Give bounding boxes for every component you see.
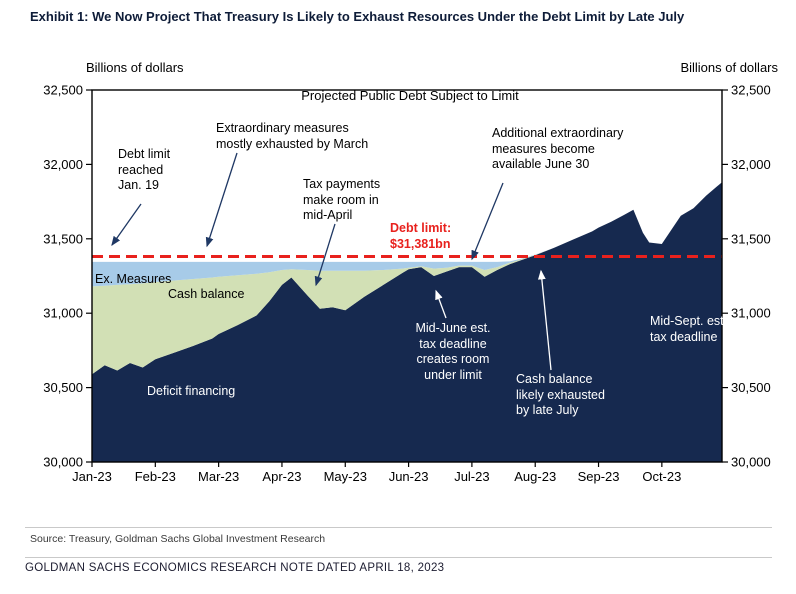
annotation-debt-limit-reached: Debt limit reached Jan. 19 [118,147,171,192]
page-title: Exhibit 1: We Now Project That Treasury … [30,9,685,24]
y-tick-label-right: 32,500 [731,83,771,98]
x-tick-label: Jul-23 [454,469,489,484]
label-deficit-financing: Deficit financing [147,384,236,398]
y-tick-label-right: 31,500 [731,231,771,246]
y-tick-label-left: 31,000 [43,306,83,321]
footer-note: GOLDMAN SACHS ECONOMICS RESEARCH NOTE DA… [25,562,445,574]
annotation-arrow [205,152,238,248]
y-tick-label-right: 30,500 [731,380,771,395]
annotation-arrow [435,289,447,319]
y-tick-label-right: 32,000 [731,157,771,172]
x-tick-label: Feb-23 [135,469,176,484]
annotation-mid-sept-deadline: Mid-Sept. est. tax deadline [650,314,728,344]
y-tick-label-left: 32,000 [43,157,83,172]
x-tick-label: Jan-23 [72,469,112,484]
annotation-debt-limit-value: Debt limit: $31,381bn [390,221,452,251]
x-tick-label: Oct-23 [642,469,681,484]
cash-balance-area [92,182,722,375]
label-ex-measures: Ex. Measures [95,272,172,286]
annotation-arrow [314,223,336,287]
y-axis-unit-right: Billions of dollars [680,60,778,75]
x-tick-label: Mar-23 [198,469,239,484]
plot-border [91,89,723,463]
debt-projection-chart: 30,000 30,000 30,500 30,500 31,000 31,000 31,5… [43,83,771,485]
y-tick-label-right: 30,000 [731,455,771,470]
annotation-arrow [471,182,504,261]
y-axis-unit-left: Billions of dollars [86,60,184,75]
annotation-arrow [537,269,552,371]
annotation-tax-payments: Tax payments make room in mid-April [303,177,381,222]
y-tick-label-right: 31,000 [731,306,771,321]
x-tick-label: Aug-23 [514,469,556,484]
annotation-additional-measures: Additional extraordinary measures become… [492,126,624,171]
y-tick-label-left: 31,500 [43,231,83,246]
ex-measures-area [92,182,722,287]
x-tick-label: Sep-23 [578,469,620,484]
y-tick-label-left: 30,000 [43,455,83,470]
chart-title: Projected Public Debt Subject to Limit [301,88,519,103]
x-tick-label: Jun-23 [389,469,429,484]
annotation-arrow [111,203,142,247]
source-text: Source: Treasury, Goldman Sachs Global I… [30,533,326,545]
divider-bottom [25,557,772,558]
label-cash-balance: Cash balance [168,287,245,301]
y-tick-label-left: 32,500 [43,83,83,98]
x-tick-label: Apr-23 [262,469,301,484]
divider-top [25,527,772,528]
x-tick-label: May-23 [324,469,367,484]
y-tick-label-left: 30,500 [43,380,83,395]
annotation-cash-exhausted: Cash balance likely exhausted by late Ju… [516,372,605,417]
annotation-mid-june-deadline: Mid-June est. tax deadline creates room … [415,321,491,382]
annotation-extraordinary-measures: Extraordinary measures mostly exhausted … [216,121,369,151]
deficit-financing-area [92,182,722,463]
